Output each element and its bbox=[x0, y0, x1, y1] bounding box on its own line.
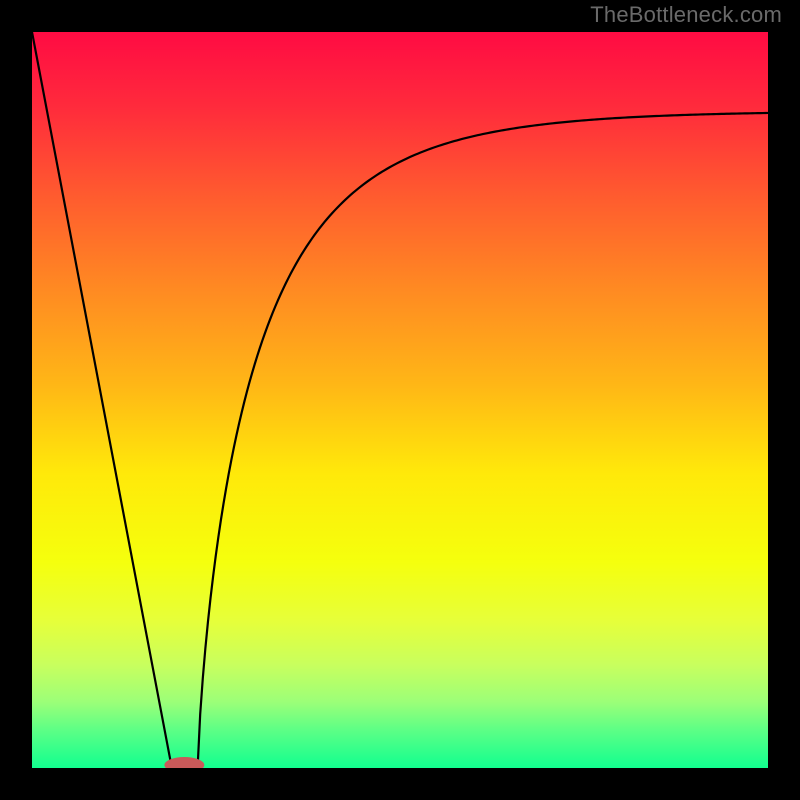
watermark: TheBottleneck.com bbox=[590, 2, 782, 28]
plot-area bbox=[32, 32, 768, 768]
gradient-background bbox=[32, 32, 768, 768]
plot-svg bbox=[32, 32, 768, 768]
